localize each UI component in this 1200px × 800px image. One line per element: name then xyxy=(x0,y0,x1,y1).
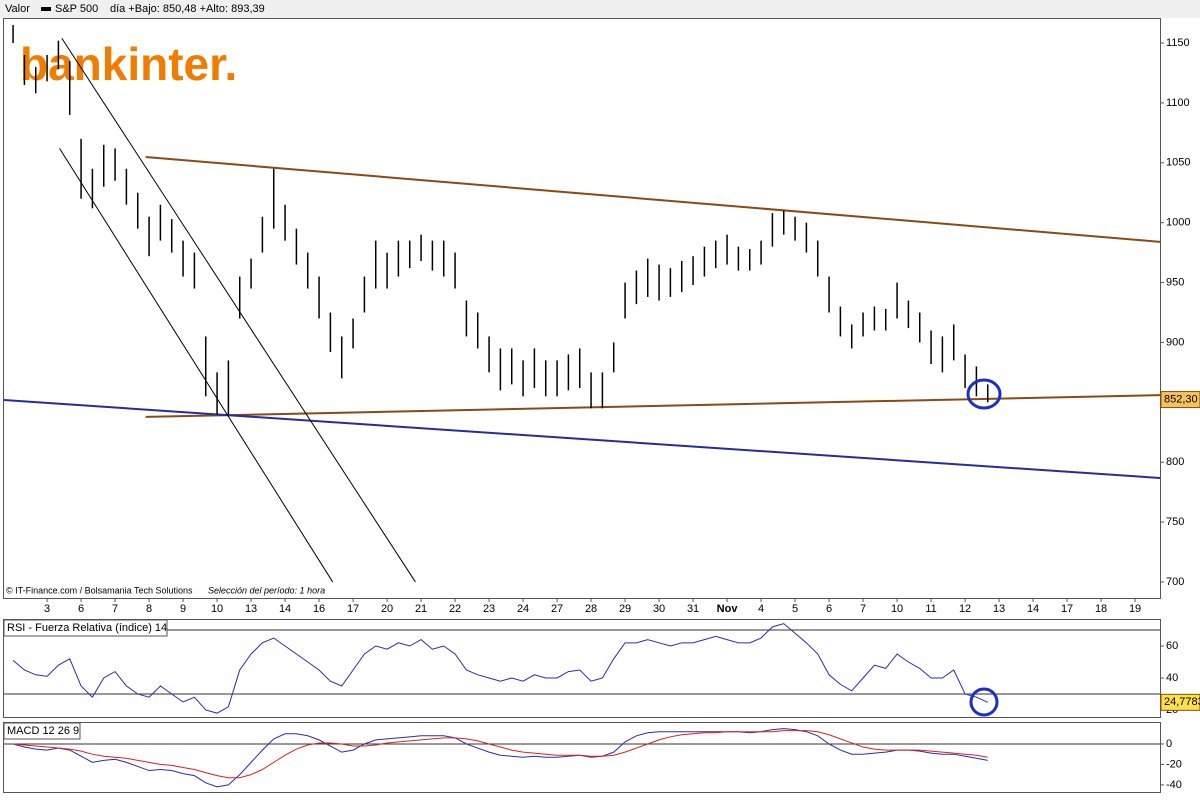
x-tick-label: 23 xyxy=(483,603,495,615)
x-tick-label: 19 xyxy=(1129,603,1141,615)
trend-line xyxy=(59,148,334,583)
macd-frame xyxy=(3,722,1161,793)
x-tick-label: 11 xyxy=(925,603,936,615)
x-tick-label: 13 xyxy=(245,603,257,615)
rsi-title: RSI - Fuerza Relativa (índice) 14 xyxy=(7,622,167,634)
rsi-frame xyxy=(3,619,1161,718)
last-value-label: 852,30 xyxy=(1164,393,1198,405)
legend-swatch xyxy=(41,7,51,11)
x-tick-label: 17 xyxy=(347,603,359,615)
y-tick-label: 0 xyxy=(1166,738,1172,750)
y-tick-label: 950 xyxy=(1166,276,1184,288)
x-tick-label: 31 xyxy=(687,603,699,615)
logo: bankinter. xyxy=(20,38,237,90)
x-tick-label: 7 xyxy=(112,603,118,615)
x-tick-label: 5 xyxy=(792,603,798,615)
x-tick-label: 14 xyxy=(1027,603,1039,615)
x-tick-label: 6 xyxy=(78,603,84,615)
y-tick-label: 1000 xyxy=(1166,217,1190,229)
x-tick-label: Nov xyxy=(717,603,739,615)
header-bar xyxy=(0,0,1200,18)
trend-line xyxy=(145,394,1161,418)
y-tick-label: 60 xyxy=(1166,640,1178,652)
x-tick-label: 29 xyxy=(619,603,631,615)
x-tick-label: 21 xyxy=(415,603,427,615)
x-tick-label: 10 xyxy=(891,603,903,615)
y-tick-label: 1050 xyxy=(1166,157,1190,169)
price-frame xyxy=(3,18,1161,599)
x-tick-label: 4 xyxy=(758,603,764,615)
y-tick-label: -40 xyxy=(1166,779,1182,791)
highlight-circle xyxy=(969,687,999,717)
highlight-circle xyxy=(966,378,1002,410)
x-tick-label: 6 xyxy=(826,603,832,615)
trend-line xyxy=(145,156,1161,243)
x-tick-label: 7 xyxy=(860,603,866,615)
last-value-box xyxy=(1160,391,1200,409)
y-tick-label: 1150 xyxy=(1166,37,1190,49)
x-tick-label: 16 xyxy=(313,603,325,615)
indicator-line xyxy=(12,623,988,714)
x-tick-label: 30 xyxy=(653,603,665,615)
y-tick-label: 750 xyxy=(1166,516,1184,528)
macd-title-box xyxy=(3,722,81,740)
x-tick-label: 14 xyxy=(279,603,291,615)
y-tick-label: 900 xyxy=(1166,336,1184,348)
footer-period: Selección del período: 1 hora xyxy=(208,585,325,595)
trend-line xyxy=(61,37,416,583)
x-tick-label: 24 xyxy=(517,603,529,615)
x-tick-label: 10 xyxy=(211,603,223,615)
indicator-line xyxy=(13,730,988,779)
y-tick-label: 40 xyxy=(1166,672,1178,684)
x-tick-label: 17 xyxy=(1061,603,1073,615)
x-tick-label: 12 xyxy=(959,603,971,615)
y-tick-label: -20 xyxy=(1166,758,1182,770)
y-tick-label: 700 xyxy=(1166,576,1184,588)
x-tick-label: 9 xyxy=(180,603,186,615)
header-label: Valor xyxy=(5,3,30,15)
header-stats: día +Bajo: 850,48 +Alto: 893,39 xyxy=(110,3,265,15)
legend-entry: S&P 500 xyxy=(55,3,98,15)
x-tick-label: 27 xyxy=(551,603,563,615)
last-value-label: 24,7783 xyxy=(1164,696,1200,708)
footer-source: © IT-Finance.com / Bolsamania Tech Solut… xyxy=(6,585,193,595)
x-tick-label: 3 xyxy=(44,603,50,615)
x-tick-label: 8 xyxy=(146,603,152,615)
last-value-box xyxy=(1160,693,1200,711)
trend-line xyxy=(3,399,1161,479)
indicator-line xyxy=(12,728,988,788)
x-tick-label: 13 xyxy=(993,603,1005,615)
rsi-title-box xyxy=(3,619,168,637)
macd-title: MACD 12 26 9 xyxy=(7,725,79,737)
x-tick-label: 22 xyxy=(449,603,461,615)
y-tick-label: 1100 xyxy=(1166,97,1190,109)
y-tick-label: 800 xyxy=(1166,456,1184,468)
x-tick-label: 18 xyxy=(1095,603,1107,615)
plots: 7007508008509009501000105011001150367891… xyxy=(3,25,1190,791)
x-tick-label: 20 xyxy=(381,603,393,615)
x-tick-label: 28 xyxy=(585,603,597,615)
